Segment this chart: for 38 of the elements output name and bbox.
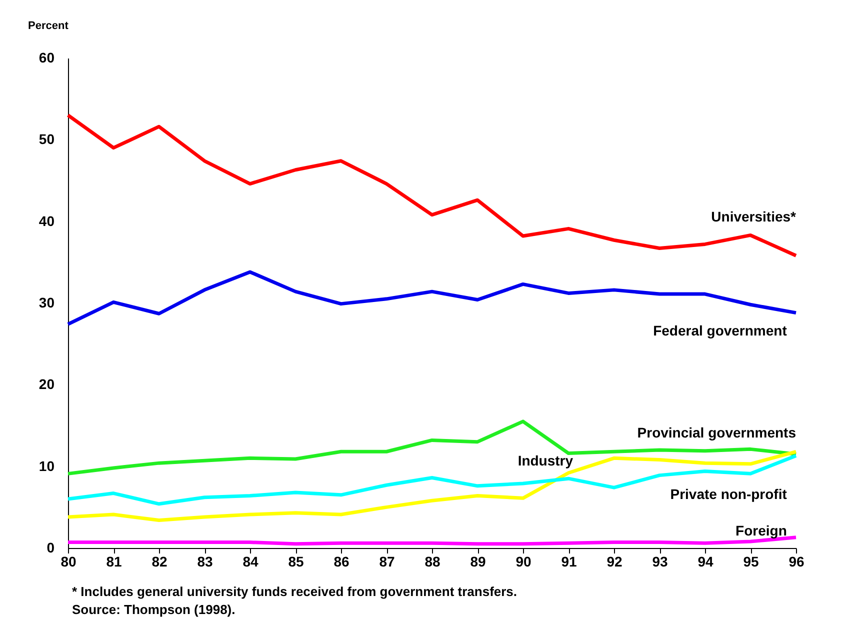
y-tick-label: 40 [38,212,55,229]
x-tick-label: 96 [788,554,804,570]
line-series [66,454,798,506]
x-tick-label: 92 [606,554,622,570]
x-tick-label: 91 [561,554,577,570]
y-tick-label: 0 [46,540,55,556]
x-tick-label: 88 [424,554,440,570]
series-label: Federal government [653,322,788,339]
series-label: Private non-profit [670,486,788,502]
y-tick-label: 60 [38,50,55,66]
x-tick-label: 85 [288,554,304,570]
x-tick-label: 89 [470,554,486,570]
series-label: Universities* [711,208,797,224]
text: * Includes general university funds received from government transfers. [72,584,518,599]
line-series [66,450,798,522]
x-tick-label: 86 [334,554,350,570]
series-label: Industry [518,452,574,468]
x-tick-label: 90 [516,554,532,570]
y-tick-label: 50 [38,131,55,148]
x-tick-label: 82 [152,554,168,570]
y-tick-label: 20 [38,376,55,392]
y-tick-label: 10 [38,458,55,474]
x-tick-label: 83 [197,554,213,570]
x-tick-label: 94 [698,554,714,570]
x-tick-label: 80 [60,554,76,570]
source-note: Source: Thompson (1998). [72,602,236,617]
x-tick-label: 87 [379,554,395,570]
x-tick-label: 95 [743,554,759,570]
y-axis-title: Percent [28,20,69,32]
y-tick-label: 30 [38,294,55,310]
series-label: Foreign [736,522,787,539]
line-series [66,420,798,476]
line-series [66,270,798,326]
series-label: Provincial governments [637,424,796,441]
x-tick-label: 93 [652,554,668,570]
x-tick-label: 84 [242,554,258,570]
x-tick-label: 81 [106,554,122,570]
line-series [66,113,798,258]
